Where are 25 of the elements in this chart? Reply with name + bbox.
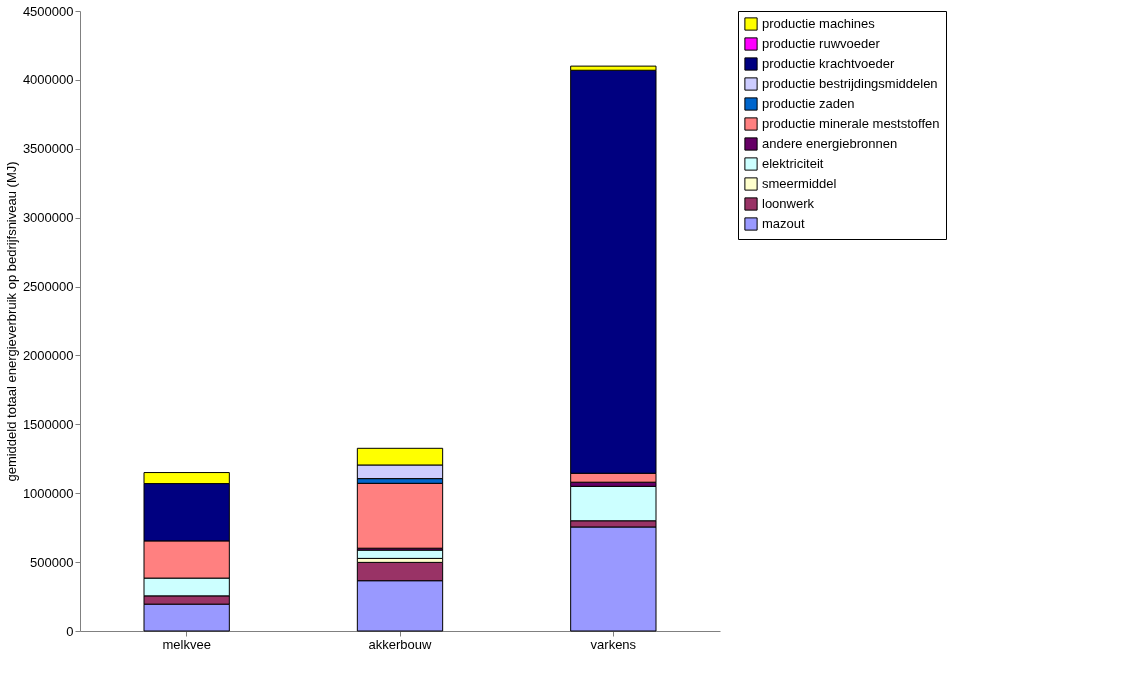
legend-label: smeermiddel [762, 176, 837, 191]
legend-label: productie bestrijdingsmiddelen [762, 76, 938, 91]
y-tick-label: 1500000 [22, 416, 74, 432]
legend-label: andere energiebronnen [762, 136, 898, 151]
legend-label: elektriciteit [762, 156, 824, 171]
y-tick-label: 1000000 [22, 485, 74, 501]
legend-label: mazout [762, 216, 806, 231]
y-tick-label: 3000000 [22, 210, 74, 226]
legend-label: productie minerale meststoffen [762, 116, 940, 131]
y-tick-label: 2500000 [22, 279, 74, 295]
y-tick-label: 500000 [30, 554, 74, 570]
y-tick-label: 0 [66, 623, 74, 639]
legend-label: productie ruwvoeder [762, 36, 881, 51]
legend-label: loonwerk [762, 196, 815, 211]
y-tick-label: 4500000 [22, 3, 74, 19]
x-tick-label: melkvee [162, 636, 211, 652]
legend-label: productie krachtvoeder [762, 56, 895, 71]
y-tick-label: 3500000 [22, 141, 74, 157]
legend-label: productie machines [762, 16, 876, 31]
x-tick-label: varkens [590, 636, 637, 652]
y-tick-label: 2000000 [22, 347, 74, 363]
legend-label: productie zaden [762, 96, 855, 111]
y-tick-label: 4000000 [22, 72, 74, 88]
y-axis-title: gemiddeld totaal energieverbruik op bedrijfsniveau (MJ) [3, 161, 19, 482]
x-tick-label: akkerbouw [368, 636, 433, 652]
